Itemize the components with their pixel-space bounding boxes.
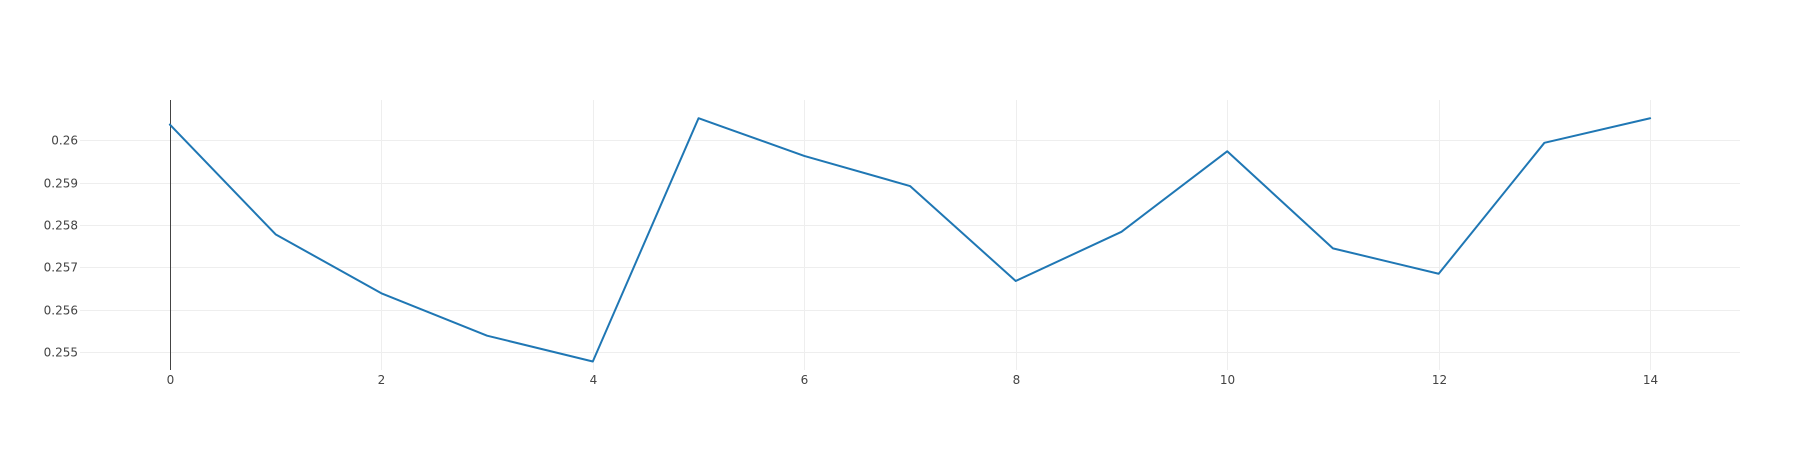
x-tick-label: 10 bbox=[1220, 373, 1235, 387]
x-tick-label: 8 bbox=[1013, 373, 1021, 387]
x-tick-labels: 0 2 4 6 8 10 12 14 bbox=[167, 373, 1658, 387]
x-tick-label: 12 bbox=[1432, 373, 1447, 387]
y-gridlines bbox=[80, 140, 1740, 353]
series-line bbox=[168, 117, 1652, 363]
series-layer bbox=[168, 117, 1652, 363]
x-tick-label: 6 bbox=[801, 373, 809, 387]
y-tick-labels: 0.255 0.256 0.257 0.258 0.259 0.26 bbox=[44, 134, 78, 360]
y-tick-label: 0.256 bbox=[44, 304, 78, 318]
y-tick-label: 0.257 bbox=[44, 261, 78, 275]
y-tick-label: 0.26 bbox=[51, 134, 78, 148]
y-tick-label: 0.259 bbox=[44, 177, 78, 191]
x-tick-label: 4 bbox=[590, 373, 598, 387]
y-tick-label: 0.255 bbox=[44, 346, 78, 360]
x-tick-label: 0 bbox=[167, 373, 175, 387]
x-tick-label: 2 bbox=[378, 373, 386, 387]
x-gridlines bbox=[381, 100, 1651, 370]
x-tick-label: 14 bbox=[1643, 373, 1658, 387]
y-tick-label: 0.258 bbox=[44, 219, 78, 233]
